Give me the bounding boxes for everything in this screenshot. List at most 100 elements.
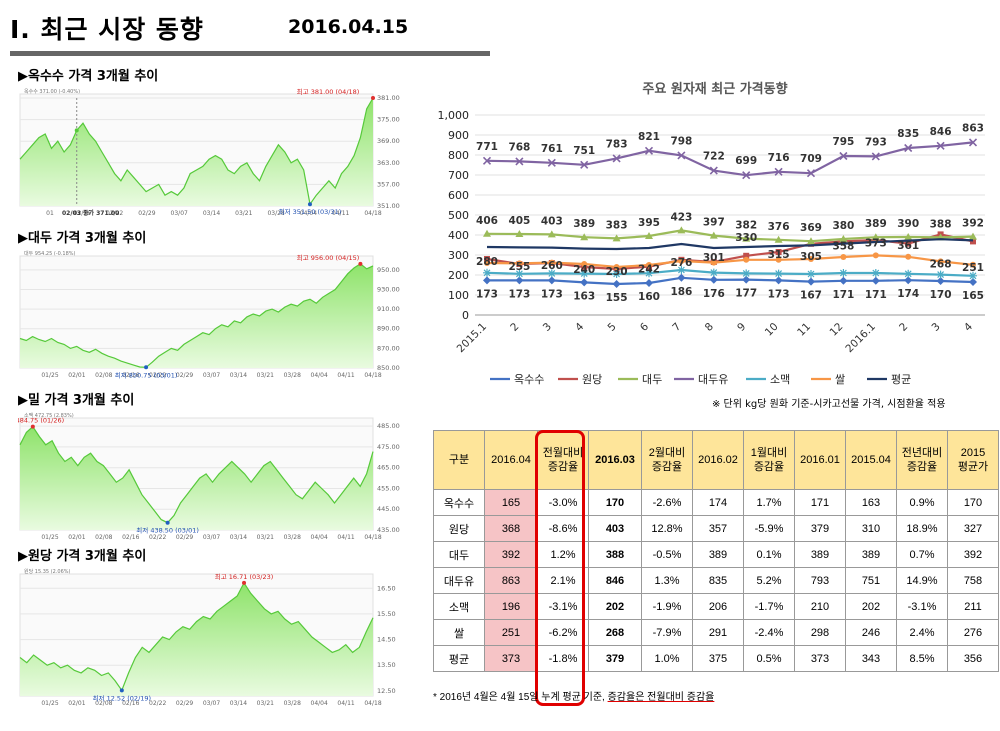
- data-label: 388: [930, 218, 952, 230]
- main-price-chart-panel: 주요 원자재 최근 가격동향 1,000 900 800 700 600 500 400 30…: [430, 70, 1000, 415]
- data-label: 389: [865, 218, 887, 230]
- table-cell: 196: [484, 593, 538, 620]
- y-tick-label: 435.00: [377, 526, 400, 534]
- soybean-chart-heading: ▶대두 가격 3개월 추이: [18, 231, 147, 246]
- soybean-price-chart: 950.00 930.00 910.00 890.00 870.00 850.00 01/2…: [19, 253, 400, 379]
- data-point: [774, 276, 783, 285]
- table-cell: 202: [588, 593, 642, 620]
- data-point: [547, 276, 556, 285]
- y-tick-label: 930.00: [377, 285, 400, 293]
- x-tick-label: 03/14: [203, 210, 220, 217]
- table-row: 대두유 863 2.1% 846 1.3% 835 5.2% 793 751 14.9% 758: [433, 567, 999, 594]
- data-label: 276: [670, 257, 692, 269]
- table-cell: 163: [845, 489, 897, 516]
- table-cell: -6.2%: [537, 619, 589, 646]
- data-point: [904, 143, 913, 153]
- data-label: 230: [606, 266, 628, 278]
- data-label: 406: [476, 215, 498, 227]
- data-point: [646, 262, 652, 268]
- data-label: 793: [865, 136, 887, 148]
- table-row: 옥수수 165 -3.0% 170 -2.6% 174 1.7% 171 163 0.9% 170: [433, 489, 999, 516]
- table-cell: 373: [794, 645, 846, 672]
- data-point: [709, 166, 718, 175]
- high-point: [30, 424, 35, 429]
- data-point: [515, 230, 524, 237]
- hover-point: [74, 128, 79, 133]
- data-point: [742, 269, 751, 278]
- data-label: 403: [541, 215, 563, 227]
- data-point: [871, 269, 880, 277]
- high-label: 최고 956.00 (04/15): [297, 253, 360, 262]
- x-tick-label: 3: [930, 321, 943, 334]
- data-label: 280: [476, 256, 498, 268]
- table-cell: 327: [947, 515, 999, 542]
- data-label: 795: [832, 136, 854, 148]
- data-point: [547, 230, 556, 238]
- table-cell: -5.9%: [743, 515, 795, 542]
- data-point: [515, 276, 524, 285]
- x-tick-label: 01/25: [41, 700, 58, 707]
- data-point: [969, 278, 977, 286]
- y-tick-label: 369.00: [377, 137, 400, 145]
- x-tick-label: 8: [703, 321, 716, 334]
- x-tick-label: 02/16: [74, 210, 91, 217]
- data-point: [515, 269, 524, 278]
- table-cell: 375: [692, 645, 744, 672]
- table-row: 대두 392 1.2% 388 -0.5% 389 0.1% 389 389 0.7% 392: [433, 541, 999, 568]
- data-label: 771: [476, 141, 498, 153]
- low-point: [119, 688, 124, 693]
- table-cell: 대두: [433, 541, 485, 568]
- data-point: [807, 270, 815, 278]
- data-label: 305: [800, 251, 822, 263]
- data-point: [774, 167, 783, 176]
- x-tick-label: 03/21: [257, 700, 274, 707]
- data-point: [742, 171, 751, 180]
- x-tick-label: 03/28: [284, 700, 301, 707]
- low-point: [307, 202, 312, 207]
- x-tick-label: 01/25: [41, 372, 58, 379]
- low-label: 최저 351.50 (03/31): [279, 207, 342, 216]
- data-point: [904, 233, 913, 240]
- sugar-price-chart: 16.50 15.50 14.50 13.50 12.50 01/25 02/01 02/08…: [19, 572, 396, 707]
- y-tick-label: 850.00: [377, 364, 400, 372]
- data-label: 173: [476, 288, 498, 300]
- column-header: 2016.04: [484, 430, 538, 490]
- data-point: [905, 240, 912, 247]
- data-point: [483, 276, 491, 285]
- data-label: 376: [768, 221, 790, 233]
- data-point: [709, 275, 718, 284]
- data-point: [677, 273, 686, 282]
- table-cell: 5.2%: [743, 567, 795, 594]
- table-cell: 18.9%: [896, 515, 948, 542]
- data-point: [483, 268, 491, 277]
- area-fill: [20, 263, 373, 368]
- data-label: 174: [897, 288, 919, 300]
- data-point: [775, 256, 782, 263]
- y-tick-label: 870.00: [377, 344, 400, 352]
- table-cell: 389: [692, 541, 744, 568]
- data-point: [936, 270, 945, 279]
- y-tick-label: 1,000: [438, 109, 470, 122]
- data-point: [547, 158, 556, 167]
- data-point: [905, 253, 912, 260]
- column-header: 1월대비 증감율: [743, 430, 795, 490]
- table-cell: 403: [588, 515, 642, 542]
- table-cell: 357: [692, 515, 744, 542]
- legend-label: 쌀: [835, 373, 845, 386]
- high-label: 최고 381.00 (04/18): [297, 87, 360, 96]
- data-point: [677, 226, 686, 234]
- x-tick-label: 02/29: [176, 700, 193, 707]
- table-cell: 356: [947, 645, 999, 672]
- data-label: 358: [832, 240, 854, 252]
- low-label: 최저 12.52 (02/19): [93, 693, 152, 702]
- x-tick-label: 03/07: [203, 534, 220, 541]
- column-header: 2016.02: [692, 430, 744, 490]
- table-cell: 310: [845, 515, 897, 542]
- y-tick-label: 500: [448, 209, 469, 222]
- sugar-chart-panel: ▶원당 가격 3개월 추이 원당 15.35 (2.06%) 16.50 15.5…: [18, 548, 408, 718]
- series-line: [486, 238, 974, 251]
- low-point: [165, 520, 170, 525]
- data-point: [547, 269, 556, 278]
- x-tick-label: 03/14: [230, 700, 247, 707]
- data-point: [936, 141, 945, 150]
